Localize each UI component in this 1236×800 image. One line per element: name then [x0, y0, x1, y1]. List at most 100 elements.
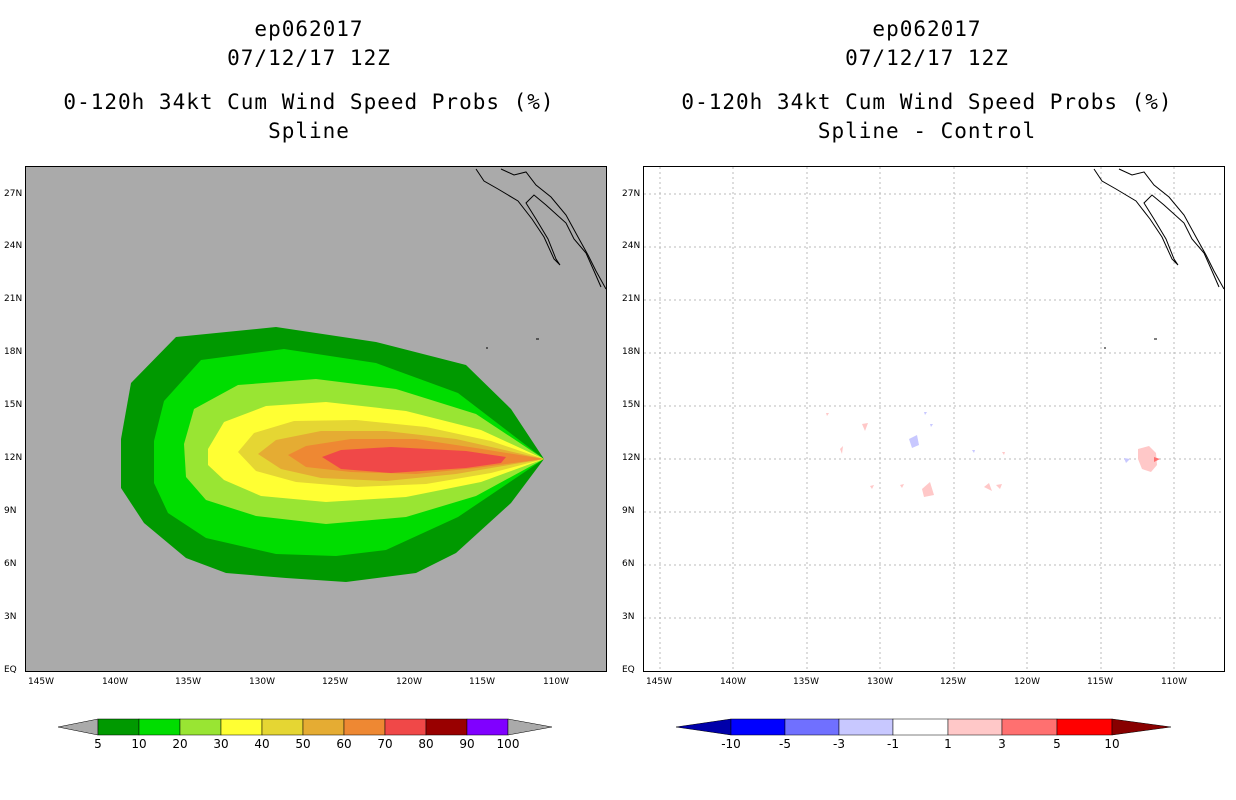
- cb-label-40: 40: [254, 737, 270, 751]
- baja-coast-right: [1093, 168, 1220, 288]
- diff-colorbar-seg-3: [838, 718, 894, 736]
- right-storm-id: ep062017: [872, 17, 982, 41]
- r-lat-label-12n: 12N: [622, 453, 641, 463]
- r-lon-label-110w: 110W: [1160, 677, 1188, 687]
- left-title: ep062017 07/12/17 12Z 0-120h 34kt Cum Wi…: [0, 15, 618, 146]
- probability-colorbar: [57, 718, 553, 736]
- diff-colorbar-high-arrow: [1111, 718, 1172, 736]
- r-lon-label-125w: 125W: [939, 677, 967, 687]
- right-method: Spline - Control: [817, 119, 1037, 143]
- lat-label-9n: 9N: [4, 506, 17, 516]
- dcb-label-10: 10: [1104, 737, 1120, 751]
- difference-map: [643, 166, 1225, 672]
- probability-map-svg: [121, 168, 606, 582]
- diff-patch-11: [826, 413, 829, 416]
- right-title: ep062017 07/12/17 12Z 0-120h 34kt Cum Wi…: [618, 15, 1236, 146]
- diff-patch-2: [1154, 457, 1160, 462]
- r-lat-label-3n: 3N: [622, 612, 635, 622]
- grid-lines: [644, 167, 1224, 671]
- cb-label-90: 90: [459, 737, 475, 751]
- probability-contours: [121, 327, 544, 582]
- coastline-right: [1093, 168, 1224, 349]
- dcb-label-m3: -3: [833, 737, 845, 751]
- diff-patch-14: [1002, 452, 1005, 455]
- mainland-coast: [500, 168, 606, 290]
- colorbar-seg-5: [261, 718, 304, 736]
- colorbar-seg-2: [138, 718, 181, 736]
- diff-patch-5: [922, 482, 934, 497]
- coastline: [475, 168, 606, 349]
- cb-label-10: 10: [131, 737, 147, 751]
- colorbar-seg-10: [466, 718, 509, 736]
- lon-label-110w: 110W: [542, 677, 570, 687]
- lat-label-6n: 6N: [4, 559, 17, 569]
- difference-patches: [826, 412, 1160, 497]
- lon-label-135w: 135W: [174, 677, 202, 687]
- r-lon-label-145w: 145W: [645, 677, 673, 687]
- colorbar-seg-4: [220, 718, 263, 736]
- r-lon-label-135w: 135W: [792, 677, 820, 687]
- diff-patch-15: [930, 424, 933, 427]
- diff-patch-9: [870, 485, 874, 489]
- diff-colorbar-seg-6: [1001, 718, 1058, 736]
- r-lat-label-27n: 27N: [622, 189, 641, 199]
- colorbar-seg-8: [384, 718, 427, 736]
- diff-colorbar-seg-5: [947, 718, 1003, 736]
- left-datetime: 07/12/17 12Z: [227, 46, 391, 70]
- diff-colorbar-seg-1: [730, 718, 786, 736]
- r-lat-label-18n: 18N: [622, 347, 641, 357]
- r-lat-label-6n: 6N: [622, 559, 635, 569]
- r-lat-label-21n: 21N: [622, 294, 641, 304]
- diff-patch-12: [840, 446, 843, 454]
- diff-patch-3: [1124, 458, 1130, 463]
- lat-label-21n: 21N: [4, 294, 23, 304]
- colorbar-seg-1: [97, 718, 140, 736]
- colorbar-seg-3: [179, 718, 222, 736]
- r-lon-label-120w: 120W: [1013, 677, 1041, 687]
- colorbar-seg-7: [343, 718, 386, 736]
- lon-label-145w: 145W: [27, 677, 55, 687]
- colorbar-seg-6: [302, 718, 345, 736]
- colorbar-low-arrow: [57, 718, 99, 736]
- lat-label-12n: 12N: [4, 453, 23, 463]
- r-lat-label-eq: EQ: [622, 665, 635, 675]
- lon-label-130w: 130W: [248, 677, 276, 687]
- cb-label-80: 80: [418, 737, 434, 751]
- dcb-label-m5: -5: [779, 737, 791, 751]
- dcb-label-5: 5: [1053, 737, 1061, 751]
- lon-label-120w: 120W: [395, 677, 423, 687]
- mainland-coast-right: [1118, 168, 1224, 290]
- left-method: Spline: [268, 119, 350, 143]
- lat-label-18n: 18N: [4, 347, 23, 357]
- r-lat-label-15n: 15N: [622, 400, 641, 410]
- diff-colorbar-seg-4: [892, 718, 949, 736]
- diff-colorbar-low-arrow: [675, 718, 732, 736]
- diff-patch-1: [1138, 446, 1157, 472]
- dcb-label-3: 3: [998, 737, 1006, 751]
- lon-label-115w: 115W: [468, 677, 496, 687]
- cb-label-70: 70: [377, 737, 393, 751]
- r-lon-label-130w: 130W: [866, 677, 894, 687]
- lat-label-3n: 3N: [4, 612, 17, 622]
- diff-patch-6: [984, 483, 992, 491]
- diff-patch-16: [924, 412, 927, 415]
- dcb-label-1: 1: [944, 737, 952, 751]
- difference-colorbar: [675, 718, 1172, 736]
- diff-patch-13: [972, 450, 975, 453]
- colorbar-high-arrow: [507, 718, 553, 736]
- diff-patch-8: [862, 423, 868, 431]
- left-product: 0-120h 34kt Cum Wind Speed Probs (%): [63, 90, 555, 114]
- r-lat-label-9n: 9N: [622, 506, 635, 516]
- right-datetime: 07/12/17 12Z: [845, 46, 1009, 70]
- lat-label-24n: 24N: [4, 241, 23, 251]
- left-storm-id: ep062017: [254, 17, 364, 41]
- lat-label-15n: 15N: [4, 400, 23, 410]
- cb-label-50: 50: [295, 737, 311, 751]
- cb-label-30: 30: [213, 737, 229, 751]
- dcb-label-m1: -1: [887, 737, 899, 751]
- cb-label-5: 5: [94, 737, 102, 751]
- lat-label-27n: 27N: [4, 189, 23, 199]
- probability-map: [25, 166, 607, 672]
- diff-patch-10: [900, 484, 904, 488]
- diff-patch-4: [909, 435, 919, 448]
